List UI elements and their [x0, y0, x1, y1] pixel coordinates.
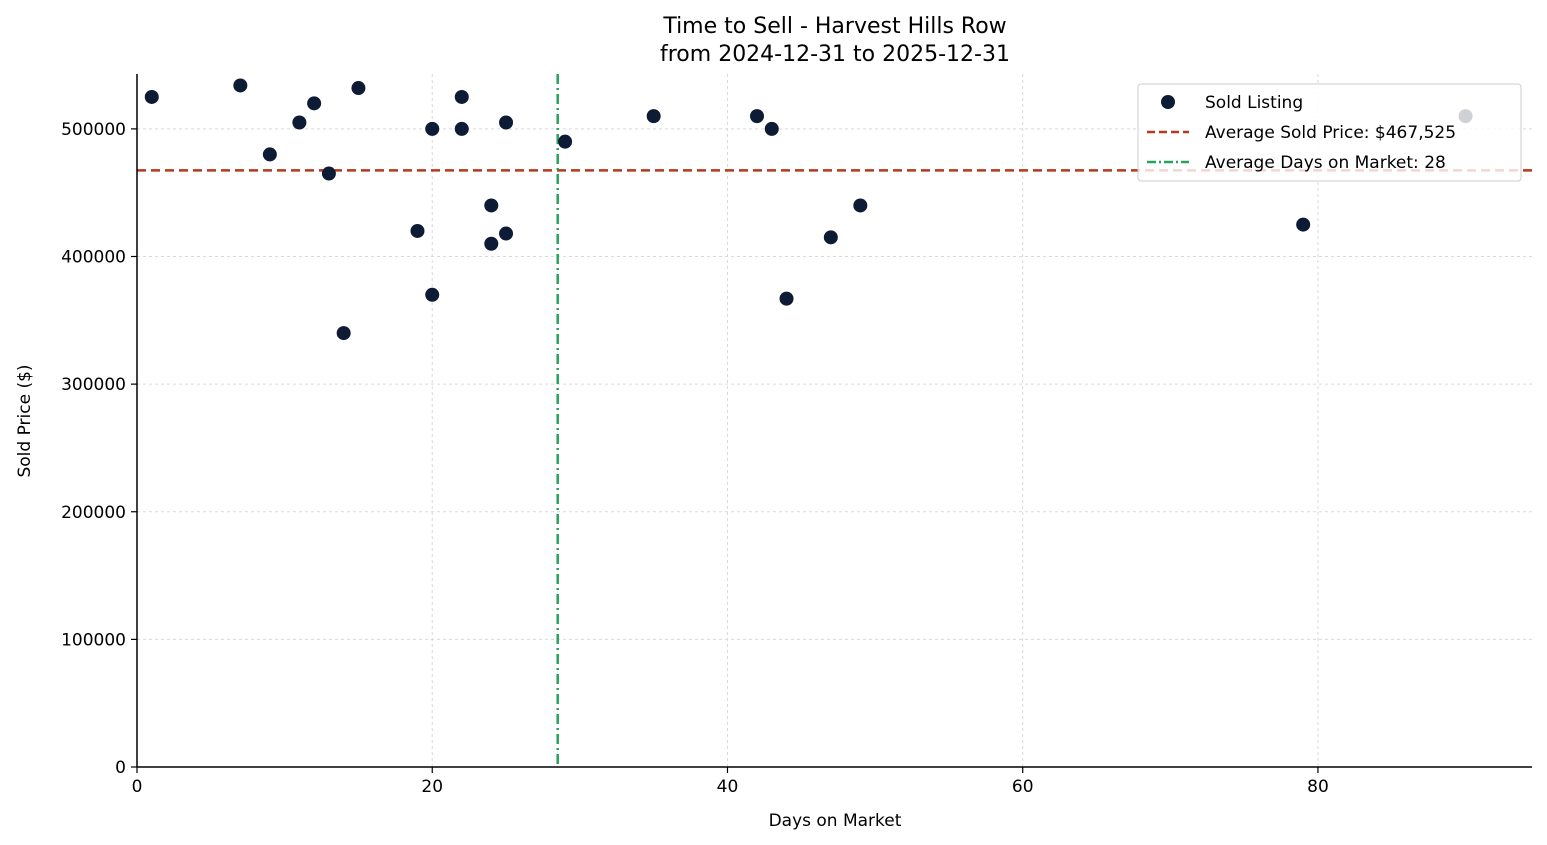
data-point: [779, 291, 794, 306]
data-point: [1296, 217, 1311, 232]
x-tick-label: 0: [132, 777, 143, 797]
data-point: [410, 223, 425, 238]
legend-label-avg-price: Average Sold Price: $467,525: [1205, 123, 1456, 143]
data-point: [853, 198, 868, 213]
legend-box: [1137, 83, 1522, 182]
data-point: [144, 89, 159, 104]
y-axis-label: Sold Price ($): [15, 364, 35, 477]
data-point: [425, 121, 440, 136]
legend-marker-sold-listing: [1161, 95, 1175, 109]
x-tick-label: 60: [1012, 777, 1034, 797]
axes: 0 20 40 60 80 0 100000 200000 300000 400000 500000: [61, 74, 1532, 797]
data-point: [484, 236, 499, 251]
x-tick-label: 80: [1307, 777, 1329, 797]
data-point: [336, 326, 351, 341]
y-tick-label: 500000: [61, 120, 126, 140]
data-point: [351, 81, 366, 96]
data-point: [425, 287, 440, 302]
y-tick-label: 400000: [61, 248, 126, 268]
data-point: [233, 78, 248, 93]
data-point: [454, 121, 469, 136]
data-point: [321, 166, 336, 181]
data-point: [750, 109, 764, 124]
y-tick-label: 0: [115, 758, 126, 778]
data-point: [454, 89, 469, 104]
y-tick-label: 300000: [61, 375, 126, 395]
legend-label-sold-listing: Sold Listing: [1205, 93, 1303, 113]
data-point: [823, 230, 838, 245]
x-tick-label: 40: [717, 777, 739, 797]
grid: [137, 74, 1532, 767]
data-point: [499, 115, 514, 130]
data-point: [558, 134, 573, 149]
data-point: [646, 109, 661, 124]
data-points: [144, 78, 1473, 341]
chart-title: Time to Sell - Harvest Hills Row: [662, 14, 1006, 39]
data-point: [262, 147, 277, 162]
x-tick-label: 20: [421, 777, 443, 797]
data-point: [484, 198, 499, 213]
y-tick-label: 100000: [61, 630, 126, 650]
chart-subtitle: from 2024-12-31 to 2025-12-31: [660, 42, 1010, 67]
data-point: [764, 121, 779, 136]
data-point: [499, 226, 514, 241]
x-axis-label: Days on Market: [769, 811, 902, 831]
legend-label-avg-days: Average Days on Market: 28: [1205, 153, 1446, 173]
data-point: [307, 96, 322, 111]
y-tick-label: 200000: [61, 503, 126, 523]
data-point: [292, 115, 307, 130]
legend: Sold Listing Average Sold Price: $467,52…: [1137, 83, 1522, 182]
